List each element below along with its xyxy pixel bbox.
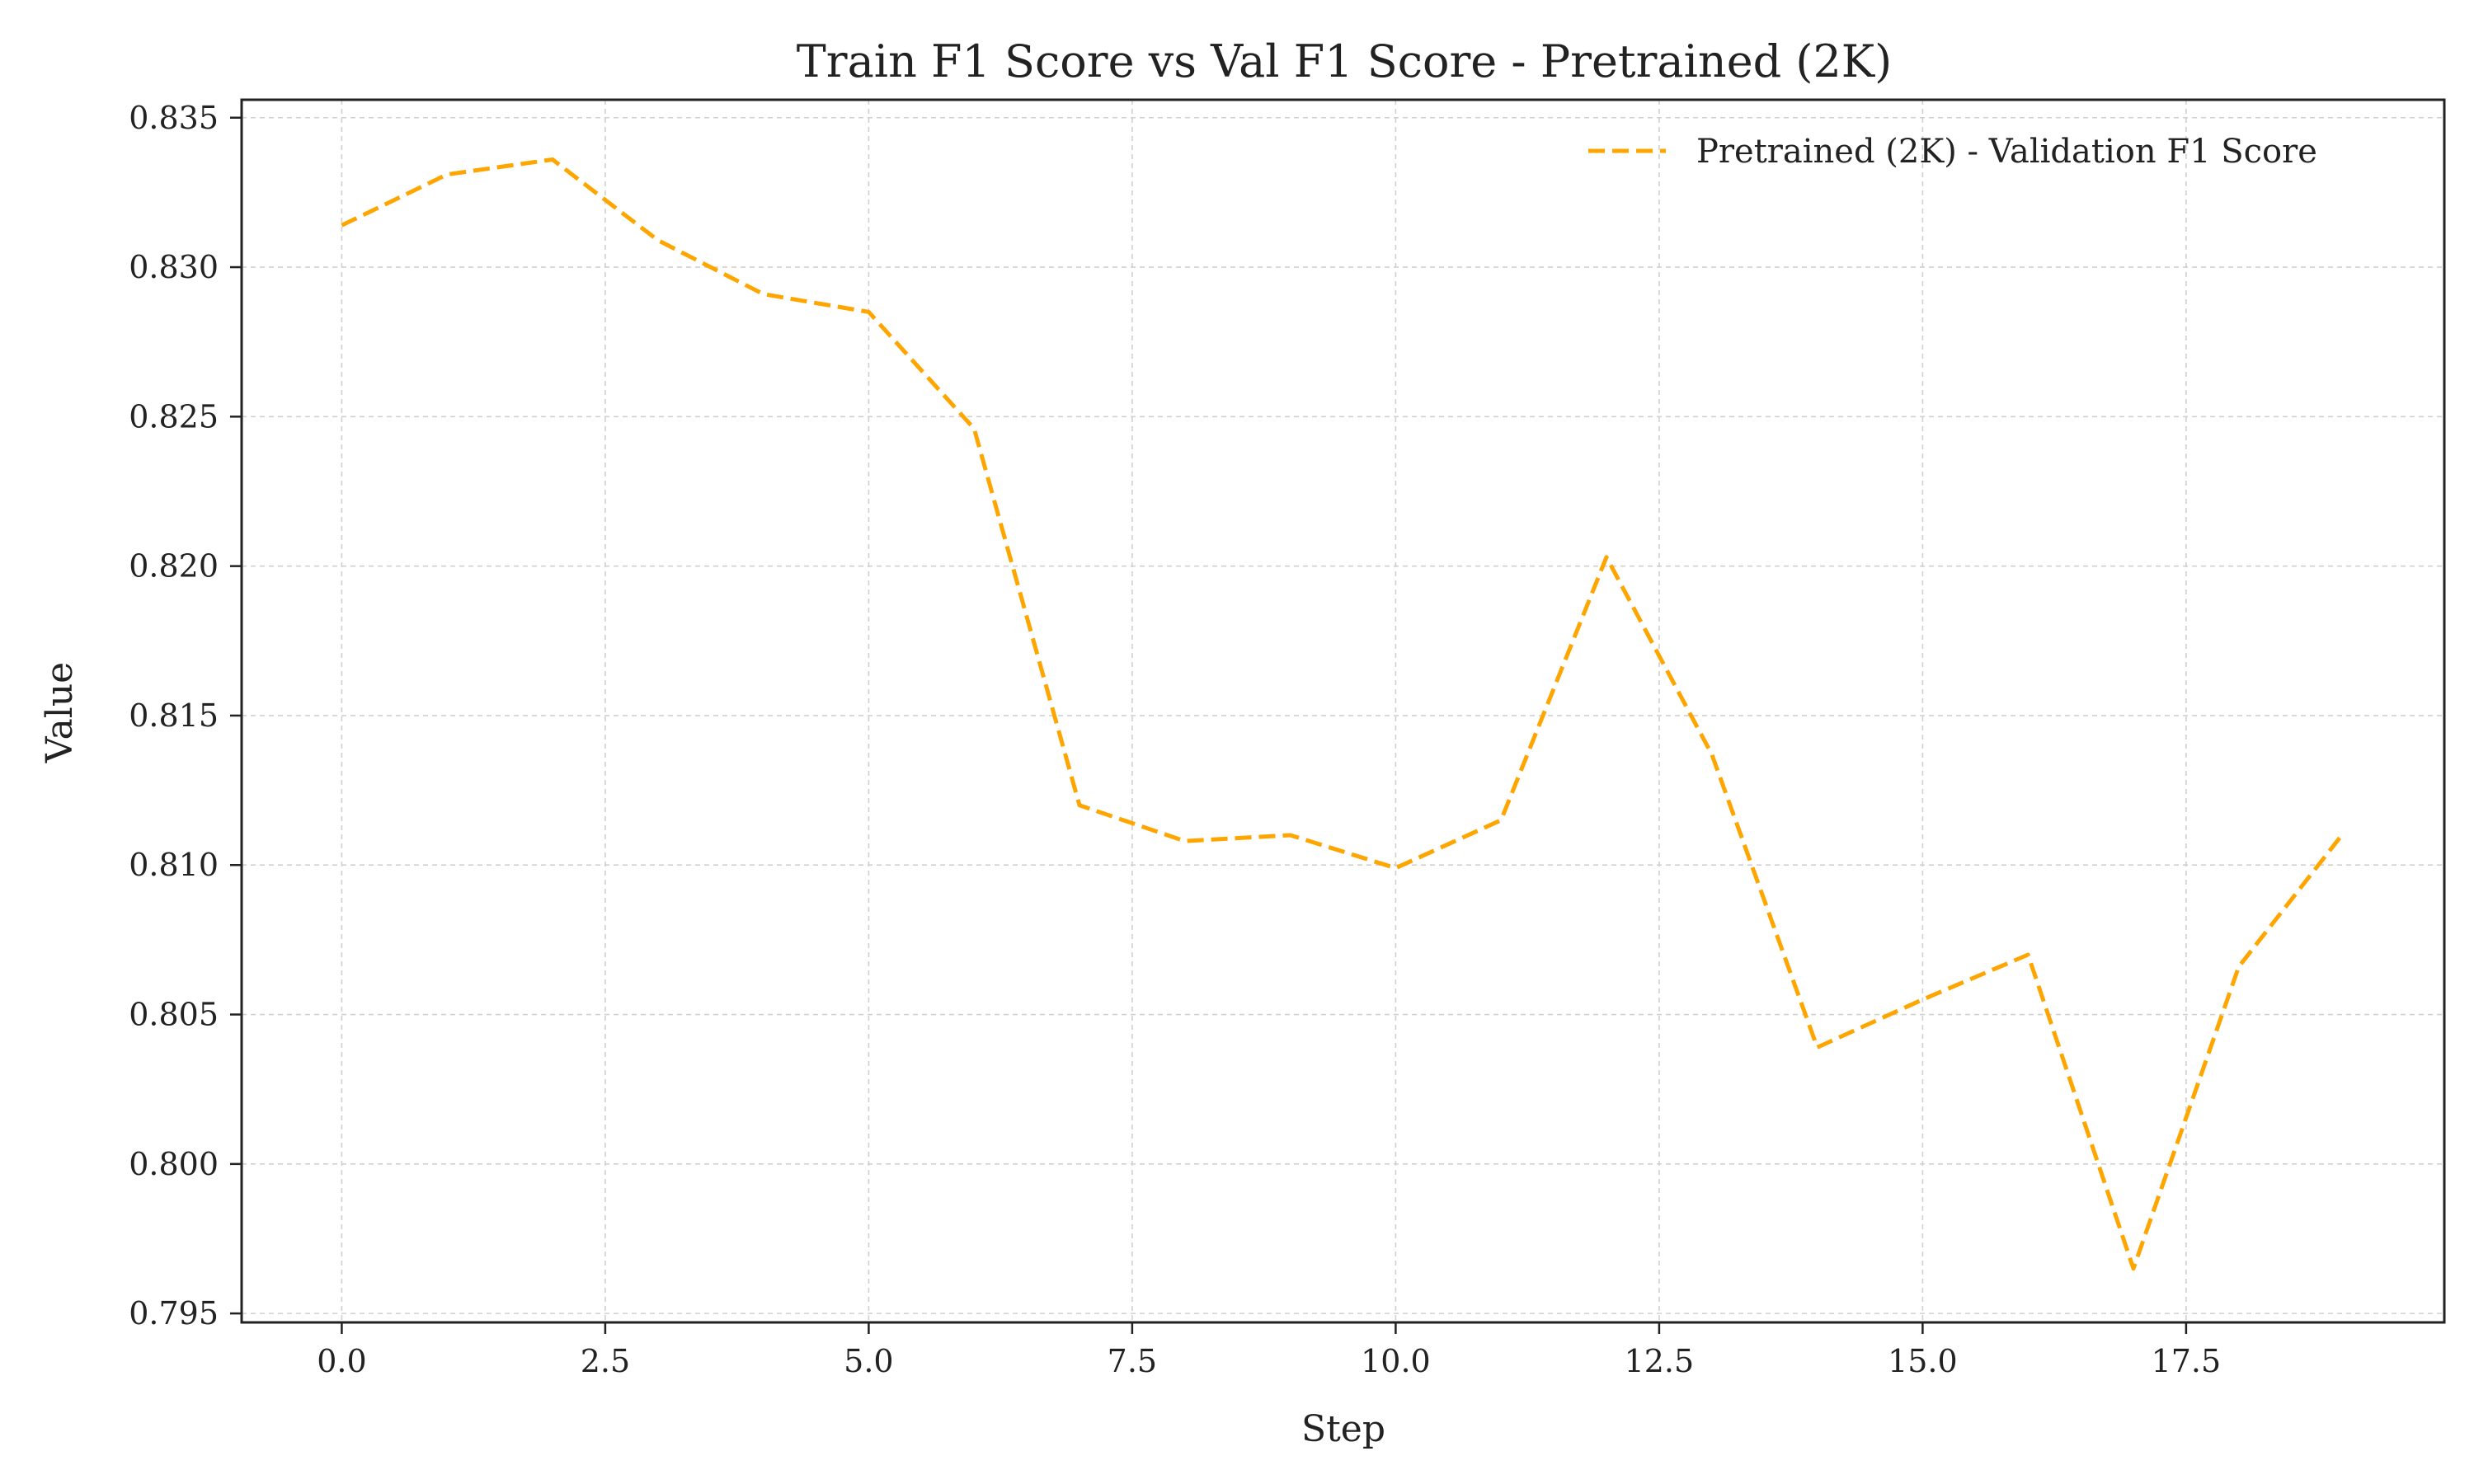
x-tick-label: 17.5 [2152,1343,2222,1379]
x-tick-label: 15.0 [1888,1343,1958,1379]
x-tick-label: 5.0 [844,1343,893,1379]
x-axis: 0.0 2.5 5.0 7.5 10.0 12.5 15.0 17.5 [317,1322,2221,1379]
x-tick-label: 7.5 [1108,1343,1157,1379]
x-axis-title: Step [1301,1408,1385,1450]
x-tick-label: 10.0 [1361,1343,1431,1379]
y-tick-label: 0.825 [129,398,219,434]
y-tick-label: 0.830 [129,249,219,285]
x-tick-label: 12.5 [1625,1343,1695,1379]
plot-area [240,98,2446,1324]
y-tick-label: 0.805 [129,997,219,1033]
y-tick-label: 0.795 [129,1295,219,1331]
y-axis: 0.795 0.800 0.805 0.810 0.815 0.820 0.825 0.830… [129,100,242,1331]
y-tick-label: 0.810 [129,847,219,883]
x-tick-label: 2.5 [581,1343,630,1379]
chart-title: Train F1 Score vs Val F1 Score - Pretrai… [797,35,1892,87]
y-tick-label: 0.820 [129,548,219,585]
y-axis-title: Value [39,662,81,763]
legend: Pretrained (2K) - Validation F1 Score [1588,133,2317,171]
grid-lines [242,100,2444,1322]
series-layer [341,157,2346,1271]
y-tick-label: 0.815 [129,697,219,734]
y-tick-label: 0.800 [129,1146,219,1182]
legend-label: Pretrained (2K) - Validation F1 Score [1696,133,2317,171]
x-tick-label: 0.0 [317,1343,366,1379]
y-tick-label: 0.835 [129,100,219,136]
series-line-validation-f1 [341,157,2346,1271]
